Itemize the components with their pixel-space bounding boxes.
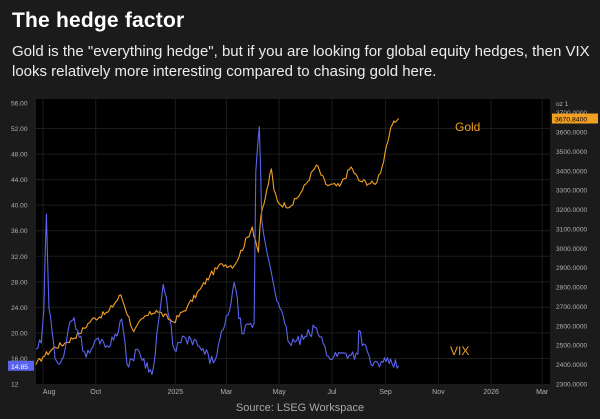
x-tick-label: May bbox=[273, 389, 287, 396]
right-y-tick-label: 2500.0000 bbox=[556, 343, 588, 350]
left-y-tick-label: 28.00 bbox=[11, 279, 28, 286]
x-tick-label: Jul bbox=[327, 389, 336, 396]
x-tick-label: Oct bbox=[90, 389, 101, 396]
right-y-tick-label: 3100.0000 bbox=[556, 226, 588, 233]
left-y-tick-label: 12 bbox=[11, 382, 19, 389]
page-title: The hedge factor bbox=[12, 9, 185, 32]
left-y-tick-label: 56.00 bbox=[11, 101, 28, 108]
gold-series-line bbox=[35, 118, 400, 365]
right-y-tick-label: 3000.0000 bbox=[556, 246, 588, 253]
left-y-tick-label: 32.00 bbox=[11, 254, 28, 261]
x-tick-label: 2026 bbox=[483, 389, 499, 396]
gold-series-label: Gold bbox=[455, 120, 480, 134]
x-tick-label: Mar bbox=[536, 389, 549, 396]
right-y-tick-label: 2300.0000 bbox=[556, 382, 588, 389]
x-tick-label: Mar bbox=[220, 389, 233, 396]
left-y-tick-label: 52.00 bbox=[11, 126, 28, 133]
x-tick-label: Aug bbox=[43, 389, 56, 396]
right-y-tick-label: 2700.0000 bbox=[556, 304, 588, 311]
source-note: Source: LSEG Workspace bbox=[235, 402, 365, 414]
left-y-tick-label: 40.00 bbox=[11, 203, 28, 210]
page-subtitle: Gold is the "everything hedge", but if y… bbox=[12, 43, 590, 80]
gold-last-value-badge bbox=[552, 113, 598, 124]
left-y-tick-label: 48.00 bbox=[11, 152, 28, 159]
left-y-tick-label: 24.00 bbox=[11, 305, 28, 312]
x-tick-label: Sep bbox=[379, 389, 392, 396]
right-y-tick-label: 3400.0000 bbox=[556, 168, 588, 175]
chart-container: Aug Oct 2025 Mar May Jul Sep Nov 2026 Mar 56.00 52.… bbox=[0, 96, 600, 398]
vix-last-value-badge bbox=[8, 360, 34, 371]
right-y-tick-label: 2900.0000 bbox=[556, 265, 588, 272]
plot-area bbox=[36, 99, 550, 384]
vix-series-line bbox=[35, 126, 400, 375]
left-y-tick-label: 36.00 bbox=[11, 228, 28, 235]
gold-last-value-label: 3670.8400 bbox=[555, 117, 587, 124]
right-y-tick-label: 2600.0000 bbox=[556, 323, 588, 330]
right-y-tick-label: 3500.0000 bbox=[556, 149, 588, 156]
right-y-tick-label: 3600.0000 bbox=[556, 130, 588, 137]
right-y-tick-label: 3200.0000 bbox=[556, 207, 588, 214]
right-y-tick-label: 2800.0000 bbox=[556, 285, 588, 292]
right-y-tick-label: 2400.0000 bbox=[556, 362, 588, 369]
right-axis-unit-label: oz 1 bbox=[556, 101, 569, 108]
left-y-tick-label: 16.00 bbox=[11, 356, 28, 363]
vix-series-label: VIX bbox=[450, 344, 469, 358]
left-y-tick-label: 44.00 bbox=[11, 177, 28, 184]
vix-last-value-label: 14.85 bbox=[11, 364, 28, 371]
right-y-tick-label: 3300.0000 bbox=[556, 188, 588, 195]
x-tick-label: Nov bbox=[432, 389, 445, 396]
left-y-tick-label: 20.00 bbox=[11, 330, 28, 337]
x-tick-label: 2025 bbox=[168, 389, 184, 396]
gold-vix-chart: Aug Oct 2025 Mar May Jul Sep Nov 2026 Mar 56.00 52.… bbox=[8, 99, 598, 396]
